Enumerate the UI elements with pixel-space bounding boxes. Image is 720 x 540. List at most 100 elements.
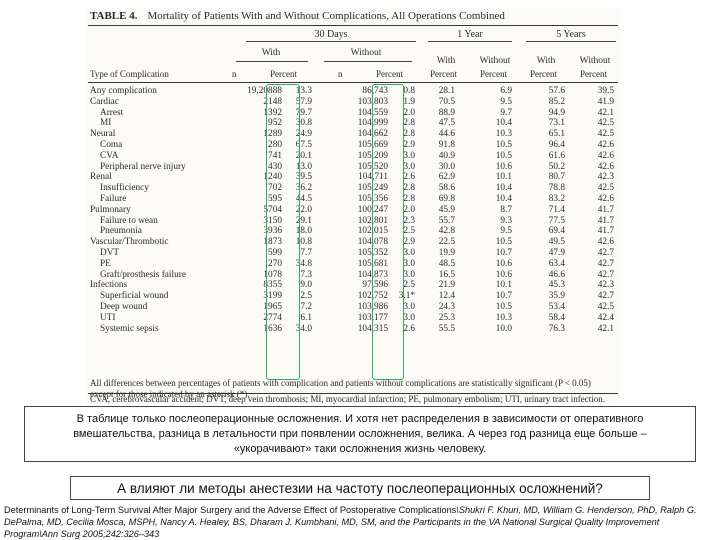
complication-name: Vascular/Thrombotic [90,237,169,248]
table-cell: 77.5 [548,215,565,226]
table-cell: 41.9 [597,96,614,107]
sub-30d-without: Without [350,48,382,58]
table-cell: 1392 [263,107,282,118]
table-cell: 1873 [263,237,282,248]
table-cell: 16.5 [438,269,455,280]
sub-30d-with: With [261,48,281,58]
footnote-abbreviations: CVA, cerebrovascular accident; DVT, deep… [90,394,606,404]
complication-name: DVT [100,247,120,258]
table-cell: 80.7 [548,172,565,183]
table-cell: 2.8 [403,118,415,129]
table-cell: 3.0 [403,247,415,258]
table-row: DVT 599 7.7 105,352 3.0 19.9 10.7 47.9 42.7 [86,248,620,259]
table-cell: 62.9 [438,172,455,183]
table-cell: 10.5 [495,139,512,150]
table-body: Any complication 19,20888 13.3 86,743 0.8 28.… [86,86,620,334]
table-cell: 42.6 [597,161,614,172]
table-cell: 3.0 [403,269,415,280]
table-row: Graft/prosthesis failure 1078 7.3 104,873 3.… [86,270,620,281]
table-cell: 10.6 [495,258,512,269]
table-cell: 30.8 [295,118,312,129]
complication-name: Insufficiency [100,183,149,194]
col-30d-with-n: n [232,69,237,79]
complication-name: Any complication [90,86,157,96]
group-1-year: 1 Year [457,29,483,40]
table-cell: 44.6 [438,129,455,140]
table-row: Arrest 1392 79.7 104,559 2.0 88.9 9.7 94.9 42.1 [86,108,620,119]
table-cell: 79.7 [295,107,312,118]
table-row: Insufficiency 702 36.2 105,249 2.8 58.6 10.4 78… [86,183,620,194]
table-cell: 35.9 [548,291,565,302]
table-cell: 9.5 [500,96,512,107]
complication-name: Neural [90,129,116,140]
table-cell: 10.8 [295,237,312,248]
table-cell: 70.5 [438,96,455,107]
table-row: Systemic sepsis 1636 34.0 104,315 2.6 55.5 10.… [86,324,620,335]
top-rule [88,25,618,26]
table-cell: 42.5 [597,129,614,140]
group-5-years: 5 Years [556,29,586,40]
col-30d-without-percent: Percent [376,69,403,79]
table-row: PE 270 34.8 105,681 3.0 48.5 10.6 63.4 42.7 [86,259,620,270]
table-title: TABLE 4. Mortality of Patients With and W… [90,10,505,22]
table-cell: 86,743 [362,86,388,96]
table-cell: 13.3 [295,86,312,96]
table-cell: 53.4 [548,301,565,312]
complication-name: CVA [100,150,119,161]
table-row: Failure 595 44.5 105,356 2.8 69.8 10.4 83.2 42.6 [86,194,620,205]
table-caption: Mortality of Patients With and Without C… [147,10,505,22]
table-cell: 3.0 [403,312,415,323]
table-cell: 42.1 [597,323,614,334]
table-cell: 78.8 [548,183,565,194]
table-cell: 702 [268,183,282,194]
table-cell: 10.6 [495,161,512,172]
table-cell: 2.5 [403,226,415,237]
table-cell: 10.7 [495,291,512,302]
table-cell: 34.8 [295,258,312,269]
table-cell: 96.4 [548,139,565,150]
table-cell: 97,596 [362,280,388,291]
table-cell: 10.6 [495,269,512,280]
table-cell: 22.5 [438,237,455,248]
table-cell: 42.3 [597,280,614,291]
table-cell: 19.9 [438,247,455,258]
table-cell: 2.6 [403,172,415,183]
table-row: Infections 8355 9.0 97,596 2.5 21.9 10.1 45.3 42… [86,280,620,291]
table-cell: 9.7 [500,107,512,118]
table-row: Coma 280 67.5 105,669 2.9 91.8 10.5 96.4 42.6 [86,140,620,151]
table-cell: 9.5 [500,226,512,237]
table-cell: 42.1 [597,107,614,118]
table-cell: 7.3 [300,269,312,280]
table-cell: 22.0 [295,204,312,215]
group-30-days: 30 Days [314,29,348,40]
table-cell: 10.0 [495,323,512,334]
table-cell: 83.2 [548,193,565,204]
table-cell: 2.3 [403,215,415,226]
table-cell: 6.1 [300,312,312,323]
table-cell: 44.5 [295,193,312,204]
table-cell: 49.5 [548,237,565,248]
table-cell: 18.0 [295,226,312,237]
table-cell: 10.4 [495,118,512,129]
commentary-text: В таблице только послеоперационные ослож… [73,412,647,455]
complication-name: Deep wound [100,301,148,312]
table-cell: 73.1 [548,118,565,129]
table-cell: 42.7 [597,258,614,269]
table-cell: 430 [268,161,282,172]
table-row: Failure to wean 3150 29.1 102,801 2.3 55.7 9.3… [86,216,620,227]
table-cell: 94.9 [548,107,565,118]
table-cell: 36.2 [295,183,312,194]
table-cell: 13.0 [295,161,312,172]
table-cell: 21.9 [438,280,455,291]
table-cell: 2.6 [403,323,415,334]
table-cell: 42.7 [597,269,614,280]
table-cell: 10.4 [495,183,512,194]
highlight-without-percent [372,84,404,380]
table-cell: 76.3 [548,323,565,334]
table-cell: 42.7 [597,247,614,258]
group-5-years-rule [526,41,616,42]
table-cell: 40.9 [438,150,455,161]
highlight-with-percent [266,84,300,380]
table-cell: 34.0 [295,323,312,334]
table-cell: 42.5 [597,183,614,194]
